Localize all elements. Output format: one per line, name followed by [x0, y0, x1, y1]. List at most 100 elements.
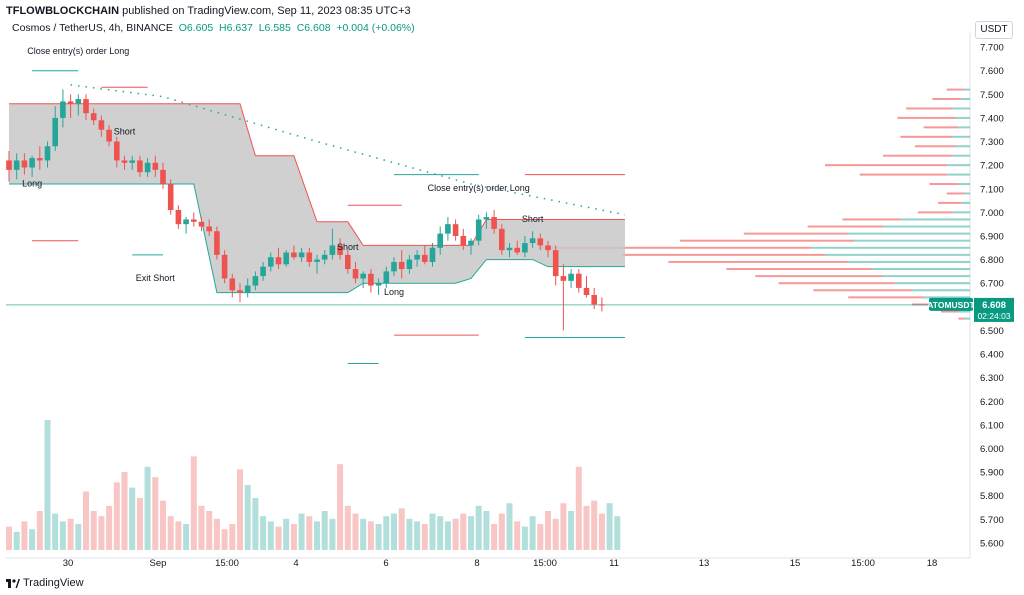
- volume-bar: [360, 518, 367, 550]
- time-tick-label: Sep: [150, 558, 167, 569]
- volume-bar: [483, 511, 490, 550]
- candle-body: [268, 257, 274, 267]
- price-tick-label: 7.500: [980, 90, 1004, 101]
- price-tick-label: 7.300: [980, 137, 1004, 148]
- volume-bar: [398, 508, 405, 550]
- candle-body: [29, 158, 35, 168]
- candle-body: [21, 160, 28, 168]
- strategy-annotation-label: Close entry(s) order Long: [428, 183, 530, 193]
- candle-body: [375, 283, 382, 286]
- volume-bar: [59, 521, 66, 550]
- last-price-value: 6.608: [982, 300, 1006, 311]
- volume-bar: [221, 529, 228, 550]
- volume-bar: [167, 516, 174, 550]
- publisher-name[interactable]: TFLOWBLOCKCHAIN: [6, 5, 120, 17]
- tradingview-brand[interactable]: TradingView: [6, 577, 84, 589]
- volume-profile-bar-buy: [958, 310, 970, 313]
- candle-body: [583, 287, 590, 295]
- volume-bar: [560, 503, 567, 550]
- symbol-tag-bg: [929, 297, 973, 311]
- price-tick-label: 7.200: [980, 161, 1004, 172]
- currency-button[interactable]: USDT: [975, 21, 1013, 39]
- volume-bar: [252, 498, 259, 550]
- volume-bar: [321, 511, 328, 550]
- ohlc-legend: Cosmos / TetherUS, 4h, BINANCE O6.605 H6…: [12, 22, 415, 34]
- volume-profile-bar-buy: [894, 282, 970, 285]
- candle-body: [360, 273, 366, 279]
- volume-bar: [275, 526, 282, 550]
- price-tick-label: 5.700: [980, 515, 1004, 526]
- candle-body: [183, 219, 189, 225]
- volume-bar: [244, 485, 251, 550]
- volume-profile-bar-sell: [680, 239, 854, 242]
- volume-bar: [121, 472, 128, 550]
- open-value: O6.605: [178, 22, 214, 34]
- candle-body: [37, 158, 43, 161]
- volume-bar: [175, 521, 182, 550]
- volume-bar: [98, 516, 105, 550]
- symbol-title[interactable]: Cosmos / TetherUS, 4h, BINANCE: [12, 22, 173, 34]
- volume-bar: [498, 513, 505, 550]
- volume-profile-bar-buy: [946, 164, 970, 167]
- time-tick-label: 15:00: [533, 558, 557, 569]
- volume-profile-bar-sell: [883, 154, 953, 157]
- time-tick-label: 15:00: [215, 558, 239, 569]
- time-tick-label: 11: [609, 558, 619, 569]
- candle-body: [460, 235, 467, 246]
- volume-profile-bar-sell: [825, 164, 947, 167]
- symbol-tag-text: ATOMUSDT: [927, 300, 975, 310]
- price-tick-label: 6.500: [980, 326, 1004, 337]
- time-tick-label: 30: [63, 558, 74, 569]
- strategy-annotation-label: Short: [522, 214, 544, 224]
- volume-bar: [298, 513, 305, 550]
- volume-bar: [229, 524, 236, 550]
- candle-body: [167, 184, 174, 210]
- candle-body: [160, 169, 166, 185]
- supertrend-band-fill: [9, 103, 625, 293]
- candle-body: [560, 276, 567, 281]
- price-tick-label: 5.900: [980, 468, 1004, 479]
- candle-body: [44, 146, 51, 161]
- volume-profile-bar-buy: [964, 192, 970, 195]
- candle-body: [537, 238, 544, 246]
- volume-profile-bar-sell: [859, 173, 947, 176]
- volume-bar: [113, 482, 120, 550]
- publish-info: published on TradingView.com, Sep 11, 20…: [122, 5, 411, 17]
- volume-bar: [391, 513, 397, 550]
- candle-body: [206, 226, 212, 232]
- price-tick-label: 5.600: [980, 538, 1004, 549]
- volume-profile-bar-sell: [938, 201, 962, 204]
- price-tick-label: 5.800: [980, 491, 1004, 502]
- volume-profile-bar-buy: [961, 98, 970, 101]
- volume-bar: [514, 521, 521, 550]
- volume-bar: [367, 521, 374, 550]
- candle-body: [114, 141, 120, 161]
- price-tick-label: 6.400: [980, 350, 1004, 361]
- volume-profile-bar-buy: [952, 135, 970, 138]
- candle-body: [568, 273, 574, 281]
- volume-bar: [314, 521, 320, 550]
- volume-bar: [36, 511, 43, 550]
- candle-body: [576, 273, 582, 288]
- volume-bar: [267, 521, 274, 550]
- volume-profile-bar-buy: [946, 173, 970, 176]
- candle-body: [244, 285, 251, 293]
- volume-profile-bar-sell: [842, 218, 901, 221]
- volume-bar: [136, 498, 143, 550]
- high-value: H6.637: [219, 22, 253, 34]
- volume-profile-bar-sell: [778, 282, 895, 285]
- time-tick-label: 6: [383, 558, 388, 569]
- candle-body: [221, 254, 228, 279]
- volume-profile-bar-buy: [964, 317, 970, 320]
- volume-bar: [375, 524, 382, 550]
- volume-bar: [383, 516, 390, 550]
- volume-profile-bar-sell: [946, 88, 965, 91]
- volume-profile-bar-sell: [941, 310, 959, 313]
- volume-bar: [190, 456, 197, 550]
- candle-body: [13, 160, 20, 170]
- candle-body: [352, 269, 359, 279]
- volume-bar: [568, 511, 575, 550]
- volume-bar: [67, 518, 74, 550]
- candle-body: [106, 129, 112, 142]
